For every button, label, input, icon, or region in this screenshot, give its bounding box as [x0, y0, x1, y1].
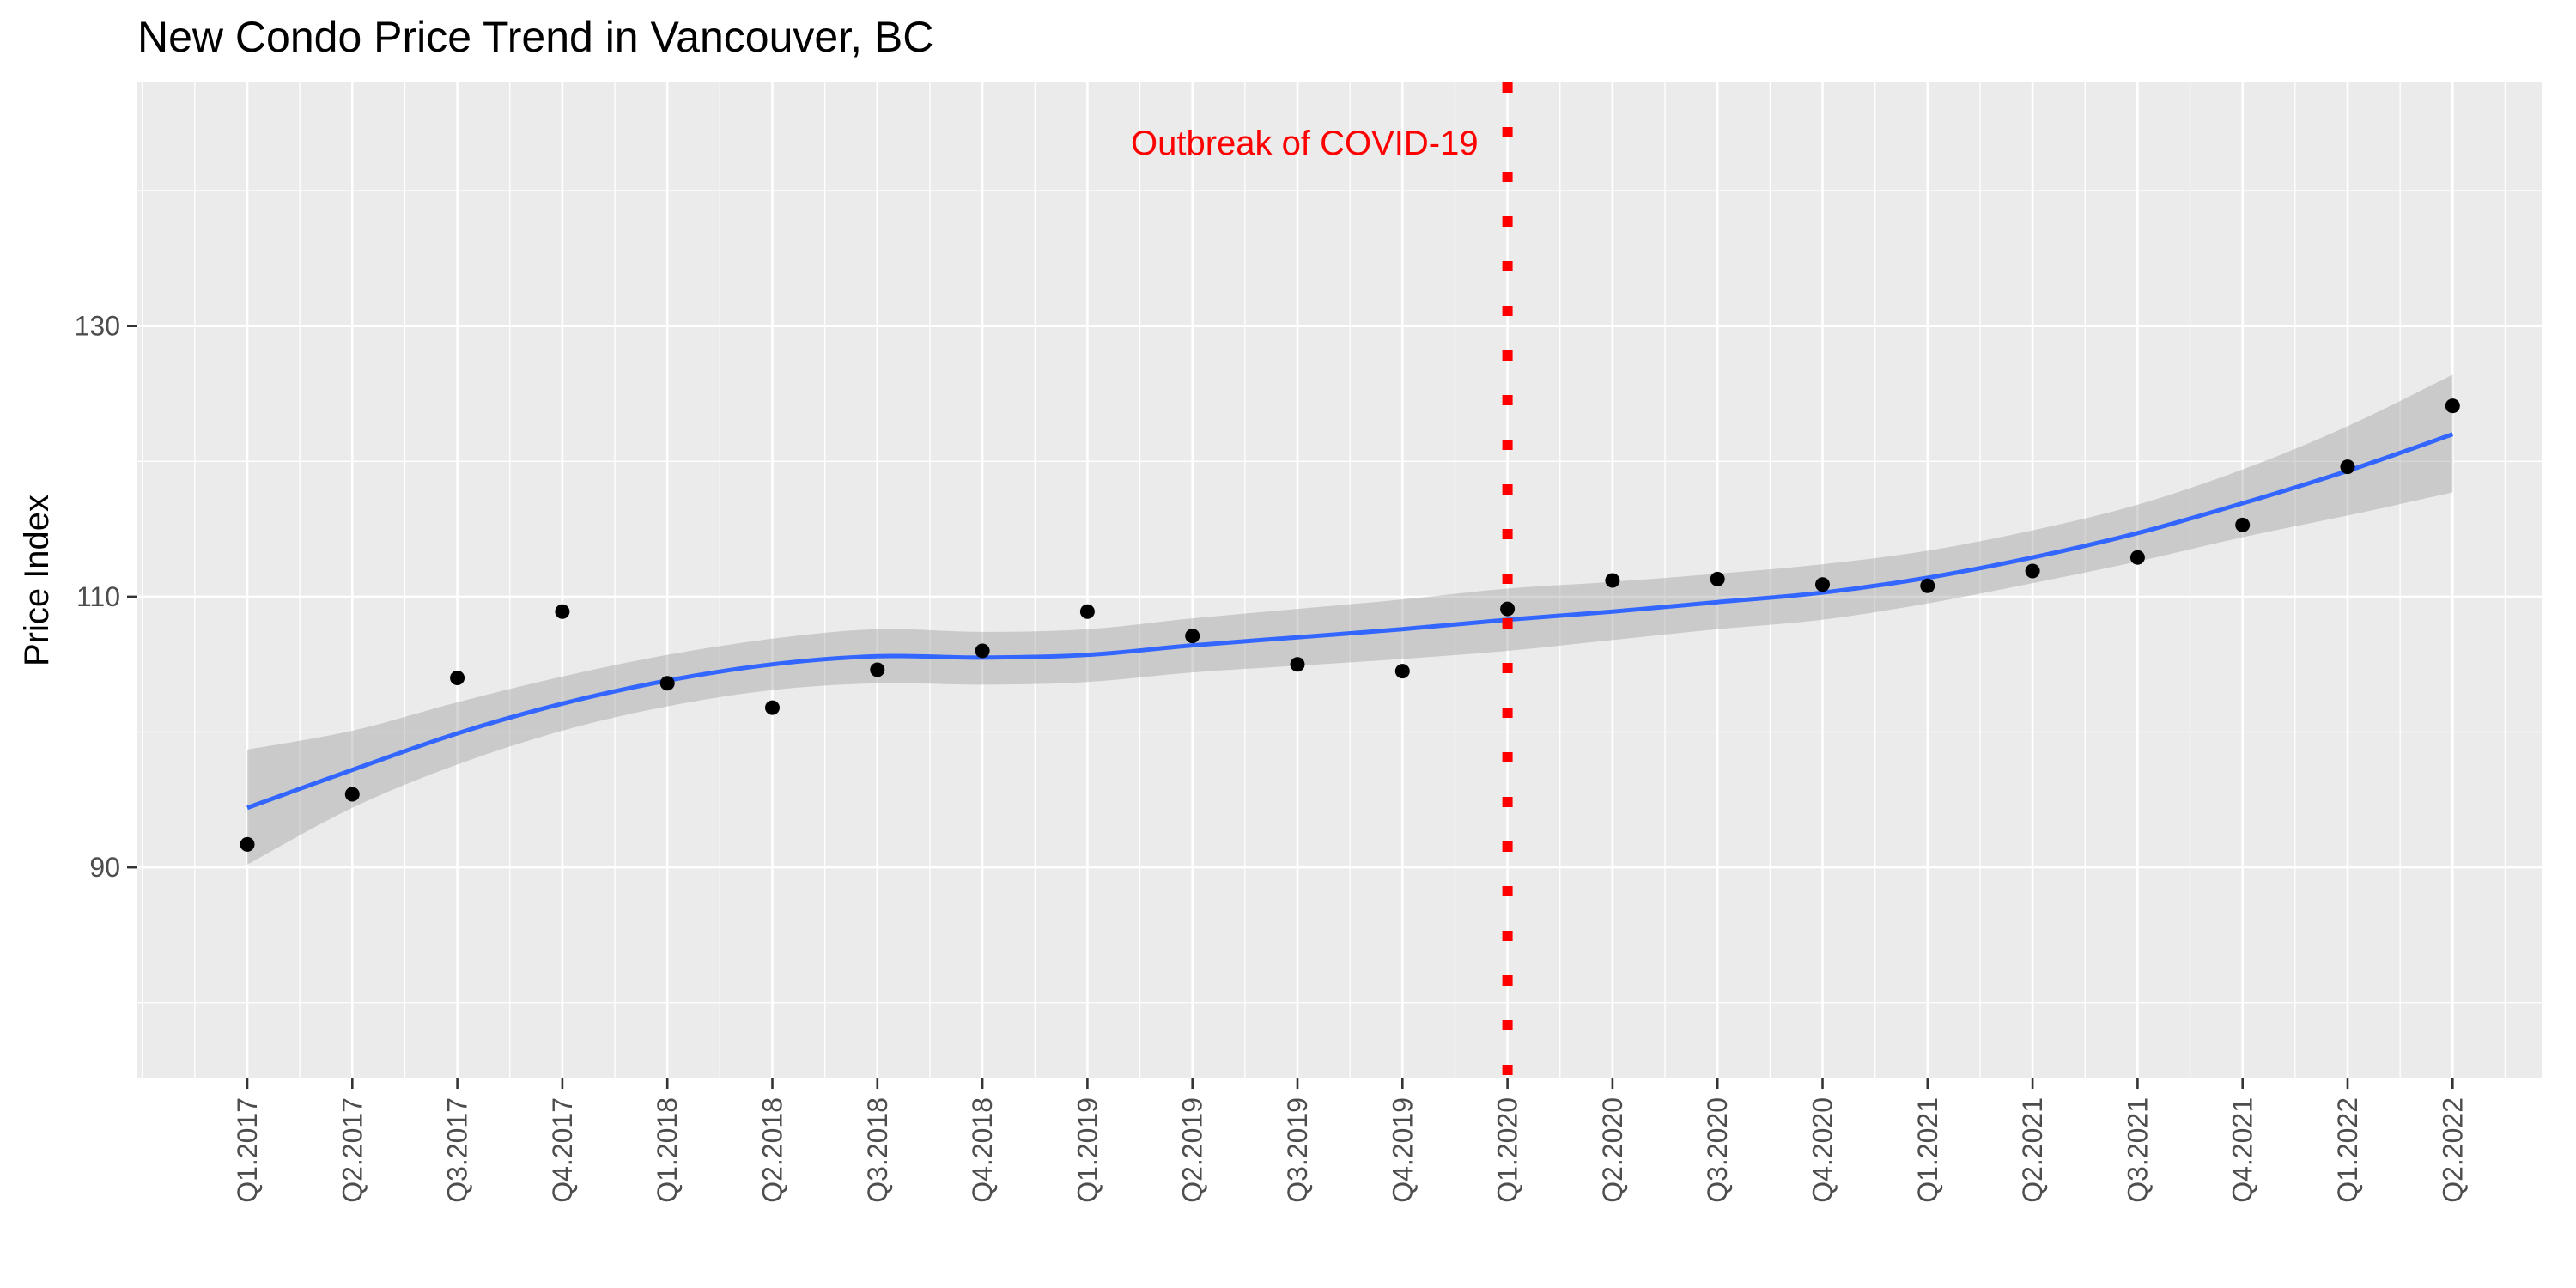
x-tick-label: Q3.2018 — [862, 1097, 893, 1203]
x-axis: Q1.2017 Q2.2017 Q3.2017 Q4.2017 Q1.2018 Q2.20… — [232, 1078, 2468, 1203]
x-tick-label: Q4.2019 — [1387, 1097, 1418, 1203]
data-point — [765, 700, 780, 715]
data-point — [555, 604, 570, 619]
data-point — [1394, 664, 1410, 679]
data-point — [1500, 601, 1516, 617]
y-axis-title: Price Index — [18, 495, 56, 666]
smooth-trend-line — [246, 432, 2454, 811]
data-point — [2129, 550, 2145, 565]
data-point — [1815, 577, 1830, 592]
smooth-line-layer — [246, 432, 2454, 811]
x-tick-label: Q1.2017 — [232, 1097, 263, 1203]
data-point — [659, 676, 675, 691]
x-tick-label: Q3.2019 — [1282, 1097, 1313, 1203]
x-tick-label: Q3.2017 — [442, 1097, 473, 1203]
x-tick-label: Q4.2020 — [1807, 1097, 1838, 1203]
data-point — [344, 787, 360, 802]
x-tick-label: Q3.2021 — [2122, 1097, 2153, 1203]
data-point — [2445, 398, 2460, 414]
x-tick-label: Q2.2019 — [1177, 1097, 1208, 1203]
x-tick-label: Q1.2019 — [1072, 1097, 1103, 1203]
x-tick-label: Q1.2021 — [1912, 1097, 1943, 1203]
x-tick-label: Q4.2021 — [2227, 1097, 2258, 1203]
data-point — [2025, 563, 2040, 579]
x-tick-label: Q2.2021 — [2017, 1097, 2048, 1203]
data-point — [1605, 573, 1620, 588]
confidence-band-layer — [247, 374, 2453, 865]
y-tick-label: 110 — [76, 581, 120, 612]
plot-panel — [137, 82, 2542, 1078]
data-point — [870, 662, 885, 677]
data-point — [1710, 571, 1725, 586]
covid-annotation: Outbreak of COVID-19 — [1131, 125, 1479, 162]
x-tick-label: Q1.2018 — [652, 1097, 683, 1203]
x-tick-label: Q2.2017 — [337, 1097, 368, 1203]
x-tick-label: Q2.2018 — [757, 1097, 788, 1203]
y-axis: 90 110 130 — [75, 311, 137, 883]
x-tick-label: Q4.2017 — [547, 1097, 578, 1203]
data-point — [2235, 517, 2251, 532]
data-point — [450, 670, 465, 685]
chart-title: New Condo Price Trend in Vancouver, BC — [137, 13, 934, 61]
data-point — [1079, 604, 1095, 619]
data-point — [1185, 629, 1200, 644]
y-tick-label: 130 — [75, 311, 120, 342]
x-tick-label: Q1.2020 — [1492, 1097, 1523, 1203]
x-tick-label: Q1.2022 — [2332, 1097, 2363, 1203]
x-tick-label: Q3.2020 — [1702, 1097, 1733, 1203]
x-tick-label: Q2.2020 — [1597, 1097, 1628, 1203]
x-tick-label: Q2.2022 — [2437, 1097, 2468, 1203]
data-point — [2340, 459, 2355, 475]
data-point — [1920, 578, 1935, 593]
x-tick-label: Q4.2018 — [967, 1097, 998, 1203]
data-point — [240, 836, 255, 852]
data-point — [975, 643, 990, 659]
confidence-band — [247, 374, 2453, 865]
data-points — [240, 398, 2460, 852]
y-tick-label: 90 — [89, 852, 120, 883]
data-point — [1290, 657, 1305, 672]
